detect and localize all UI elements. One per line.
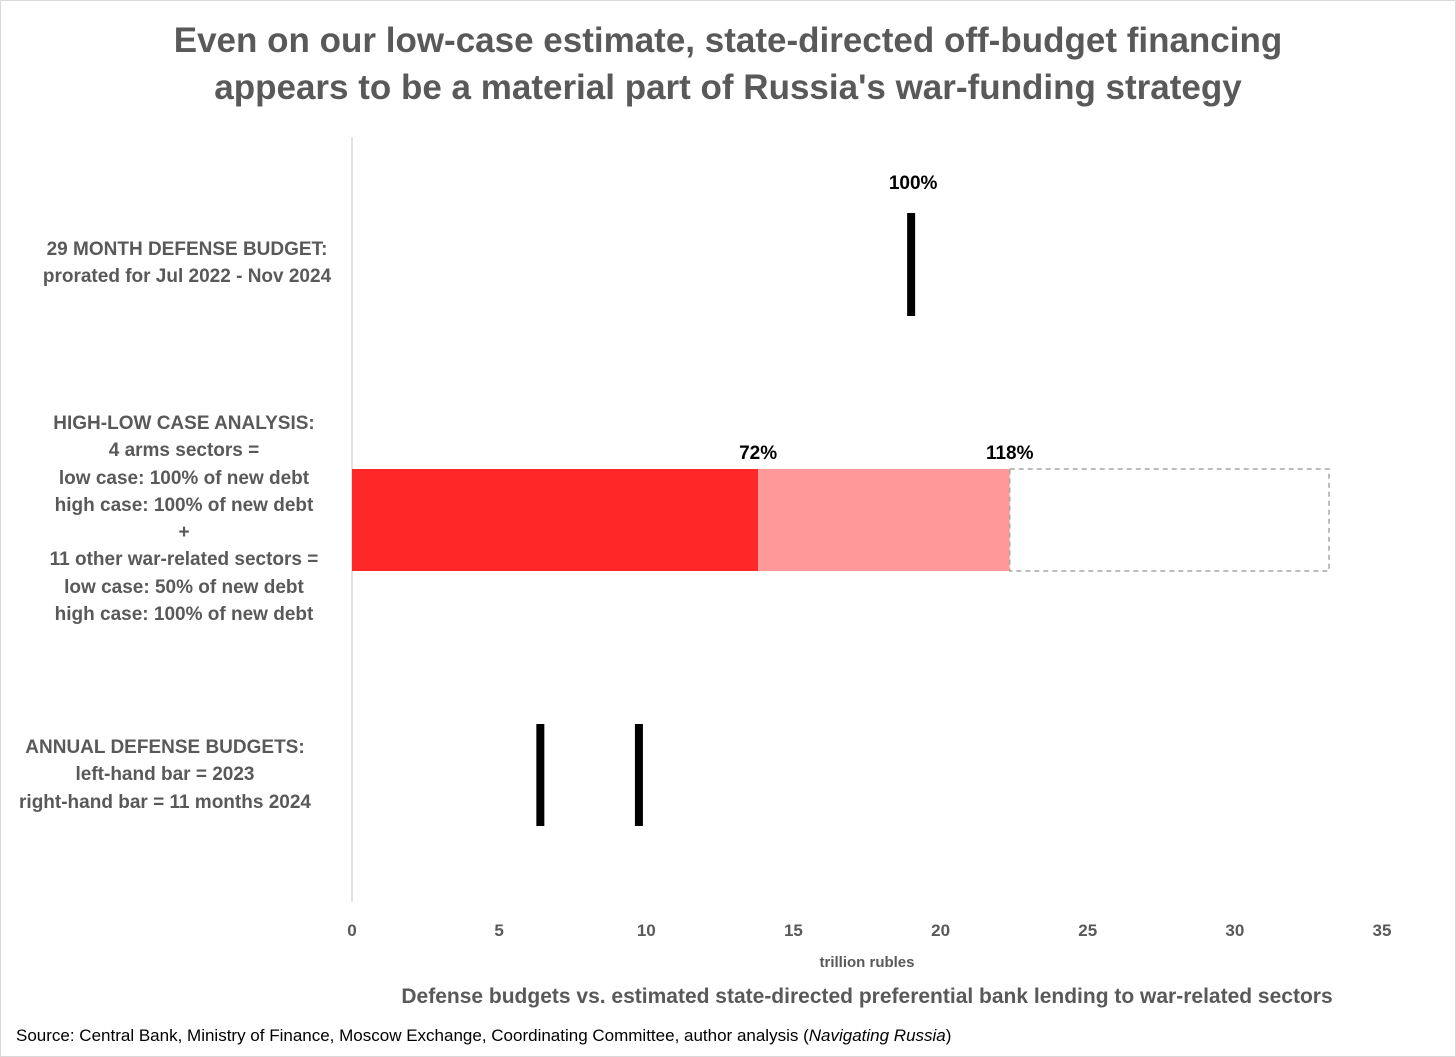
chart-plot: 0 5 10 15 20 25 30 35 trillion rubles 72% 118% 100% xyxy=(347,137,1392,971)
category-label-line: prorated for Jul 2022 - Nov 2024 xyxy=(42,266,332,288)
category-label-line: left-hand bar = 2023 xyxy=(75,764,255,786)
bar-low-case xyxy=(352,469,759,571)
category-label-line: right-hand bar = 11 months 2024 xyxy=(19,791,311,813)
source-italic: Navigating Russia xyxy=(808,1026,946,1045)
bar-data-label: 118% xyxy=(986,443,1034,464)
category-label-29-month: 29 MONTH DEFENSE BUDGET: prorated for Ju… xyxy=(16,236,358,291)
marker-data-label: 100% xyxy=(889,173,938,194)
x-tick-label: 35 xyxy=(1373,921,1392,940)
x-tick-label: 20 xyxy=(931,921,950,940)
x-tick-label: 15 xyxy=(784,921,803,940)
bar-outline-dashed xyxy=(1008,468,1330,572)
category-label-line: low case: 100% of new debt xyxy=(58,467,310,489)
bar-data-label: 72% xyxy=(739,443,777,464)
category-label-line: low case: 50% of new debt xyxy=(64,576,304,598)
category-label-line: 29 MONTH DEFENSE BUDGET: xyxy=(46,239,328,260)
category-label-line: high case: 100% of new debt xyxy=(54,604,314,626)
source-note: Source: Central Bank, Ministry of Financ… xyxy=(16,1026,951,1046)
bar-high-case xyxy=(758,469,1010,571)
category-label-high-low: HIGH-LOW CASE ANALYSIS: 4 arms sectors =… xyxy=(13,410,355,628)
category-label-line: 11 other war-related sectors = xyxy=(49,549,319,571)
marker-line xyxy=(536,724,545,826)
x-tick-label: 5 xyxy=(494,921,503,940)
category-label-line: HIGH-LOW CASE ANALYSIS: xyxy=(53,413,315,434)
chart-subtitle: Defense budgets vs. estimated state-dire… xyxy=(401,985,1333,1008)
chart-title-line-2: appears to be a material part of Russia'… xyxy=(214,68,1242,107)
x-tick-label: 0 xyxy=(347,921,356,940)
category-label-line: ANNUAL DEFENSE BUDGETS: xyxy=(25,737,305,758)
source-prefix: Source: Central Bank, Ministry of Financ… xyxy=(16,1026,809,1045)
marker-line xyxy=(634,724,643,826)
marker-line xyxy=(907,213,916,316)
source-suffix: ) xyxy=(945,1026,952,1045)
category-label-line: high case: 100% of new debt xyxy=(54,494,314,516)
x-tick-label: 10 xyxy=(637,921,656,940)
chart-title-line-1: Even on our low-case estimate, state-dir… xyxy=(173,21,1283,60)
x-axis-title: trillion rubles xyxy=(819,954,914,971)
category-label-line: + xyxy=(178,522,190,544)
x-tick-label: 30 xyxy=(1225,921,1244,940)
x-tick-label: 25 xyxy=(1078,921,1097,940)
category-label-line: 4 arms sectors = xyxy=(108,440,260,462)
category-label-annual: ANNUAL DEFENSE BUDGETS: left-hand bar = … xyxy=(0,734,336,816)
